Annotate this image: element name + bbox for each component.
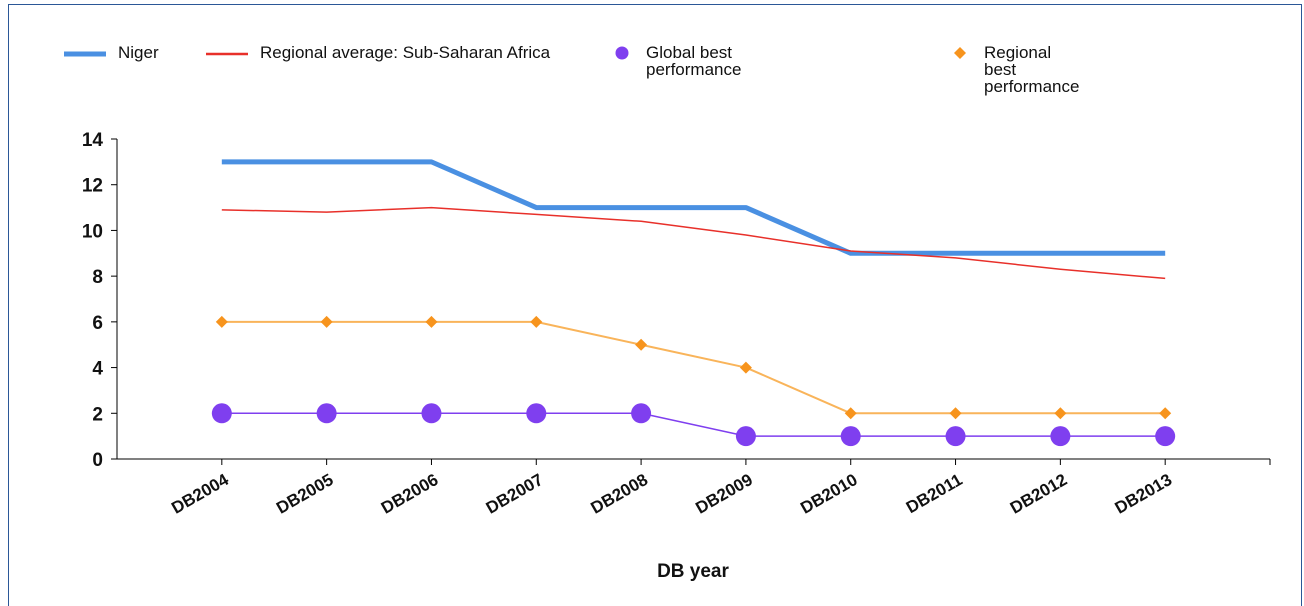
y-tick-label: 6 [92, 313, 103, 334]
legend-label: Regional average: Sub-Saharan Africa [260, 43, 551, 62]
x-tick-label: DB2004 [168, 470, 232, 518]
legend-icon [615, 46, 629, 60]
point [316, 403, 337, 424]
x-tick-label: DB2005 [273, 470, 337, 518]
x-tick-label: DB2010 [797, 470, 861, 518]
point [1050, 426, 1071, 447]
y-tick-label: 2 [92, 404, 103, 425]
frame [8, 4, 1302, 606]
legend-marker [615, 46, 629, 60]
series-line [221, 320, 1166, 415]
point [635, 338, 648, 351]
x-tick-label: DB2012 [1007, 470, 1071, 518]
point [1159, 407, 1172, 420]
point [1054, 407, 1067, 420]
point [844, 407, 857, 420]
x-axis-title: DB year [657, 561, 729, 582]
x-tick-label: DB2008 [588, 470, 652, 518]
point [215, 315, 228, 328]
legend-item: Regional best performance [930, 44, 1079, 95]
legend-icon [64, 51, 106, 57]
point [320, 315, 333, 328]
point [949, 407, 962, 420]
legend-item: Regional average: Sub-Saharan Africa [206, 44, 590, 61]
y-tick-label: 14 [82, 130, 104, 151]
x-tick-label: DB2007 [483, 470, 547, 518]
y-tick-label: 10 [82, 221, 103, 242]
point [211, 403, 232, 424]
series-line [221, 412, 1166, 437]
legend-marker [954, 47, 966, 59]
series-line [221, 206, 1166, 280]
legend-icon [206, 52, 248, 56]
legend-icon [954, 47, 966, 59]
point [840, 426, 861, 447]
y-tick-label: 4 [92, 359, 103, 380]
x-tick-label: DB2009 [692, 470, 756, 518]
point [739, 361, 752, 374]
point [421, 403, 442, 424]
x-tick-label: DB2013 [1112, 470, 1176, 518]
point [945, 426, 966, 447]
point [530, 315, 543, 328]
legend-label: Global best performance [646, 43, 742, 79]
legend-item: Global best performance [592, 44, 741, 78]
point [425, 315, 438, 328]
x-tick-label: DB2006 [378, 470, 442, 518]
point [526, 403, 547, 424]
point [1155, 426, 1176, 447]
series-line [221, 159, 1166, 256]
y-tick-label: 12 [82, 176, 103, 197]
point [631, 403, 652, 424]
point [735, 426, 756, 447]
x-tick-label: DB2011 [903, 470, 966, 517]
legend-label: Niger [118, 43, 159, 62]
legend-item: Niger [64, 44, 159, 61]
y-tick-label: 0 [92, 450, 103, 471]
legend-label: Regional best performance [984, 43, 1080, 96]
y-tick-label: 8 [92, 267, 103, 288]
